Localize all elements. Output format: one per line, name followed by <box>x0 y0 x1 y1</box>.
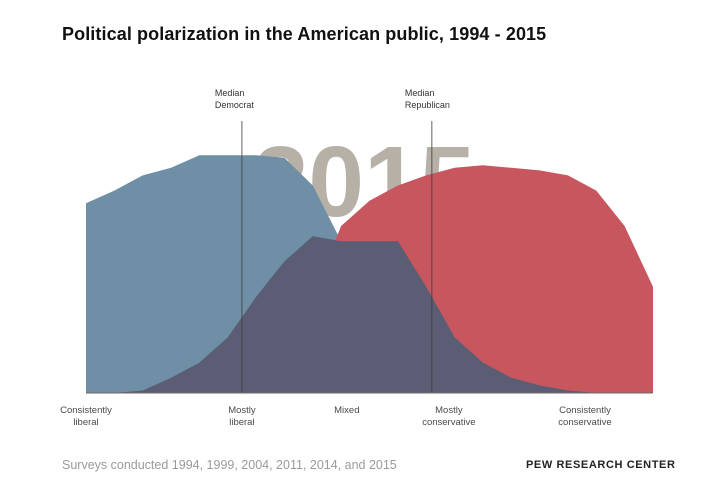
median-democrat-label: Median Democrat <box>215 88 255 110</box>
x-tick-mostly-conservative: Mostly conservative <box>422 405 475 428</box>
footnote: Surveys conducted 1994, 1999, 2004, 2011… <box>62 458 397 472</box>
source-credit: PEW RESEARCH CENTER <box>526 459 676 471</box>
x-tick-labels: Consistently liberal Mostly liberal Mixed Mos… <box>60 405 612 428</box>
median-republican-label: Median Republican <box>405 88 450 110</box>
x-tick-consistently-conservative: Consistently conservative <box>558 405 611 428</box>
area-series-group <box>86 155 653 393</box>
x-tick-mostly-liberal: Mostly liberal <box>228 405 256 428</box>
median-lines-group: Median Democrat Median Republican <box>215 88 450 393</box>
x-tick-mixed: Mixed <box>334 405 359 416</box>
chart-title: Political polarization in the American p… <box>62 24 547 44</box>
area-overlap <box>86 236 653 393</box>
area-democrats <box>86 155 653 393</box>
x-tick-consistently-liberal: Consistently liberal <box>60 405 112 428</box>
